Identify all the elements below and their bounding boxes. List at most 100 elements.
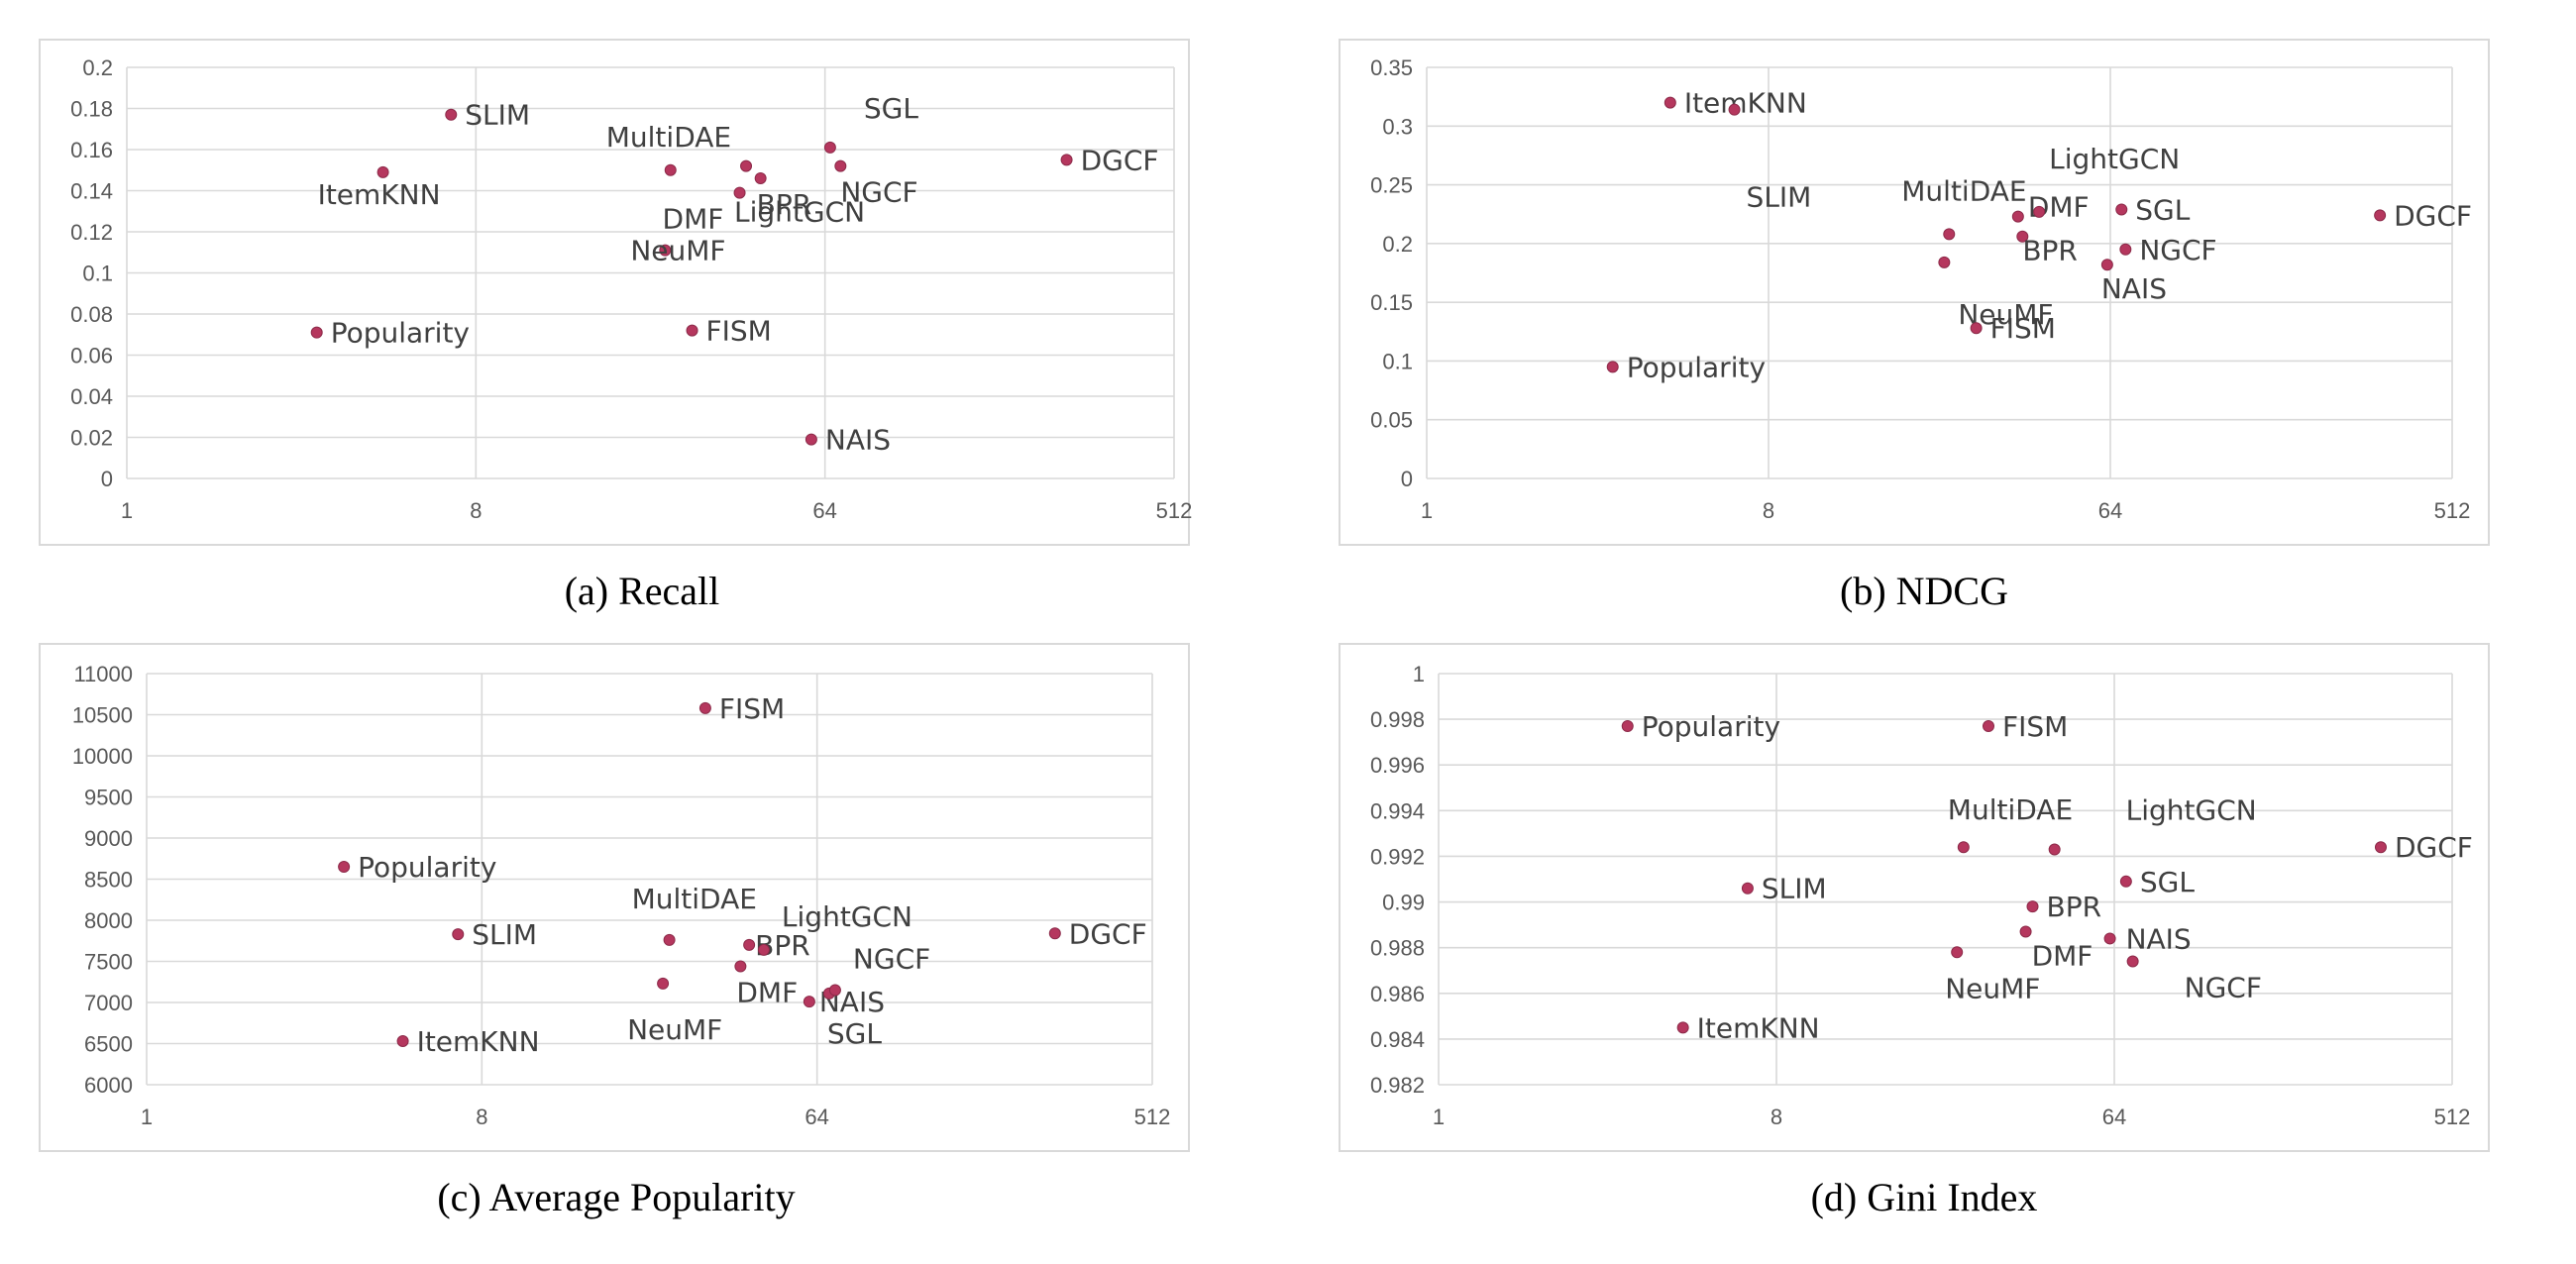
- point-slim: [445, 108, 458, 121]
- point-dmf: [733, 186, 746, 199]
- point-itemknn: [1676, 1021, 1689, 1034]
- x-tick-label: 512: [1156, 498, 1193, 523]
- y-tick-label: 0.982: [1370, 1073, 1425, 1098]
- y-tick-label: 0.25: [1370, 173, 1413, 198]
- chart-panel-2: 0 0.05 0.1 0.15 0.2 0.25 0.3 0.35 1 8 64 512 ItemKNN…: [1339, 39, 2490, 613]
- y-tick-label: 0.08: [70, 302, 113, 327]
- point-ngcf: [828, 984, 841, 997]
- point-label-lightgcn: LightGCN: [782, 900, 912, 933]
- point-label-itemknn: ItemKNN: [417, 1025, 540, 1058]
- y-tick-label: 9000: [84, 826, 133, 851]
- point-label-ngcf: NGCF: [2185, 972, 2262, 1004]
- x-tick-label: 8: [476, 1105, 487, 1129]
- y-tick-label: 0.994: [1370, 798, 1425, 823]
- point-label-fism: FISM: [719, 692, 785, 725]
- x-tick-label: 1: [1421, 498, 1433, 523]
- point-label-lightgcn: LightGCN: [734, 196, 865, 229]
- y-tick-label: 0.2: [82, 55, 113, 80]
- y-tick-label: 0.3: [1382, 114, 1413, 139]
- chart-caption: (c) Average Popularity: [437, 1175, 795, 1219]
- point-bpr: [2026, 900, 2039, 913]
- x-tick-label: 1: [141, 1105, 153, 1129]
- chart-frame: [39, 39, 1190, 546]
- point-label-popularity: Popularity: [331, 317, 470, 350]
- point-multidae: [663, 933, 676, 946]
- chart-panel-4: 0.982 0.984 0.986 0.988 0.99 0.992 0.994 0.996 0…: [1339, 643, 2490, 1219]
- point-dmf: [734, 960, 747, 973]
- point-label-bpr: BPR: [2022, 235, 2078, 267]
- point-label-fism: FISM: [706, 315, 772, 348]
- point-dgcf: [2374, 209, 2387, 222]
- chart-caption: (a) Recall: [565, 569, 720, 613]
- point-label-sgl: SGL: [864, 92, 918, 125]
- x-tick-label: 512: [2434, 498, 2471, 523]
- point-multidae: [1943, 228, 1956, 241]
- chart-panel-3: 6000 6500 7000 7500 8000 8500 9000 9500 10000 105…: [39, 643, 1190, 1219]
- y-tick-label: 0: [1401, 467, 1413, 491]
- y-tick-label: 6000: [84, 1073, 133, 1098]
- y-tick-label: 11000: [73, 662, 133, 686]
- chart-frame: [1339, 39, 2490, 546]
- point-nais: [2100, 259, 2113, 271]
- point-dgcf: [2374, 841, 2387, 854]
- point-itemknn: [1664, 96, 1676, 109]
- point-label-dgcf: DGCF: [2394, 199, 2472, 232]
- point-label-bpr: BPR: [2047, 891, 2102, 923]
- point-popularity: [1621, 720, 1634, 733]
- y-tick-label: 8500: [84, 868, 133, 893]
- point-label-ngcf: NGCF: [853, 943, 930, 976]
- y-tick-label: 0.984: [1370, 1027, 1425, 1052]
- point-multidae: [1957, 841, 1970, 854]
- y-tick-label: 8000: [84, 908, 133, 933]
- point-label-popularity: Popularity: [1627, 351, 1766, 383]
- point-label-lightgcn: LightGCN: [2049, 143, 2180, 175]
- y-tick-label: 0.988: [1370, 936, 1425, 961]
- point-label-multidae: MultiDAE: [1948, 793, 2073, 826]
- point-itemknn: [396, 1035, 409, 1048]
- x-tick-label: 1: [121, 498, 133, 523]
- y-tick-label: 0.12: [70, 220, 113, 245]
- point-label-neumf: NeuMF: [1945, 972, 2040, 1004]
- point-bpr: [2016, 230, 2029, 243]
- x-tick-label: 8: [1771, 1105, 1782, 1129]
- point-lightgcn: [2033, 205, 2046, 218]
- point-label-nais: NAIS: [2126, 922, 2192, 955]
- point-label-neumf: NeuMF: [630, 235, 725, 267]
- y-tick-label: 0.2: [1382, 232, 1413, 257]
- y-tick-label: 0.986: [1370, 982, 1425, 1006]
- point-bpr: [743, 938, 756, 951]
- point-sgl: [2119, 875, 2132, 888]
- y-tick-label: 0.02: [70, 426, 113, 451]
- point-ngcf: [2126, 955, 2139, 968]
- point-fism: [686, 324, 698, 337]
- point-label-slim: SLIM: [1762, 873, 1827, 905]
- point-label-multidae: MultiDAE: [1901, 174, 2026, 207]
- point-dmf: [2019, 925, 2032, 938]
- point-slim: [1728, 103, 1741, 116]
- point-ngcf: [834, 159, 847, 172]
- y-tick-label: 0: [101, 467, 113, 491]
- point-ngcf: [2119, 243, 2132, 256]
- x-tick-label: 1: [1433, 1105, 1445, 1129]
- y-tick-label: 7000: [84, 991, 133, 1015]
- point-slim: [1741, 882, 1754, 895]
- point-itemknn: [376, 165, 389, 178]
- point-fism: [1982, 720, 1994, 733]
- x-tick-label: 64: [812, 498, 836, 523]
- point-slim: [452, 928, 465, 941]
- point-dgcf: [1048, 927, 1061, 940]
- y-tick-label: 0.06: [70, 344, 113, 369]
- point-label-lightgcn: LightGCN: [2126, 794, 2257, 827]
- point-sgl: [823, 141, 836, 154]
- y-tick-label: 0.18: [70, 97, 113, 122]
- y-tick-label: 0.16: [70, 138, 113, 162]
- point-dmf: [2011, 210, 2024, 223]
- y-tick-label: 0.15: [1370, 290, 1413, 315]
- point-nais: [805, 433, 817, 446]
- y-tick-label: 0.99: [1382, 891, 1425, 915]
- point-lightgcn: [2048, 843, 2061, 856]
- y-tick-label: 0.04: [70, 384, 113, 409]
- point-label-dgcf: DGCF: [1069, 917, 1147, 950]
- point-label-dgcf: DGCF: [1081, 144, 1159, 176]
- point-sgl: [2115, 203, 2128, 216]
